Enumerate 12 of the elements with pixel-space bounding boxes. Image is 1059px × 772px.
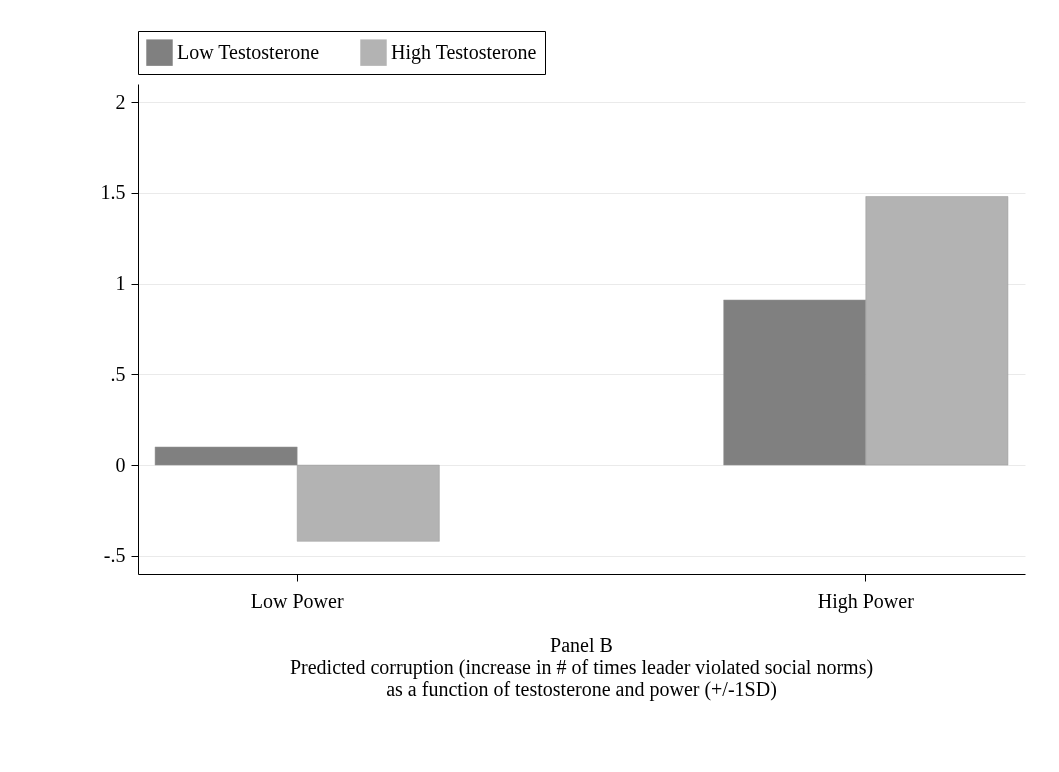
y-tick-label: 1 [115, 272, 126, 295]
x-tick-label: Low Power [250, 589, 344, 612]
y-tick-label: .5 [110, 362, 126, 385]
y-tick-label: 0 [115, 453, 126, 476]
x-tick-label: High Power [817, 589, 915, 613]
legend-label: Low Testosterone [177, 40, 320, 63]
y-tick-label: -.5 [103, 544, 126, 567]
text: Predicted corruption (increase in # of times leader violated social norms) as a function of testosterone and power (+/-1SD) [289, 656, 874, 701]
y-tick-label: 1.5 [100, 181, 126, 204]
text: Panel B [550, 634, 613, 656]
y-tick-label: 2 [115, 90, 126, 113]
legend-label: High Testosterone [391, 40, 537, 64]
